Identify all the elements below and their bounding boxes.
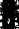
Polygon shape (3, 16, 4, 18)
Polygon shape (3, 15, 4, 18)
Polygon shape (8, 9, 9, 11)
Polygon shape (11, 13, 12, 16)
Polygon shape (10, 10, 11, 12)
Polygon shape (5, 12, 7, 14)
Polygon shape (9, 14, 10, 15)
Polygon shape (4, 23, 5, 27)
Polygon shape (11, 9, 12, 12)
Text: 126: 126 (14, 0, 19, 12)
Polygon shape (9, 0, 10, 1)
Polygon shape (11, 3, 12, 6)
Polygon shape (6, 0, 8, 1)
Text: 136: 136 (14, 0, 19, 12)
Polygon shape (9, 0, 10, 1)
Polygon shape (13, 20, 14, 22)
Polygon shape (5, 13, 6, 16)
Polygon shape (11, 10, 12, 11)
Polygon shape (13, 20, 14, 22)
Polygon shape (3, 20, 4, 22)
Polygon shape (11, 27, 12, 29)
Polygon shape (9, 13, 10, 16)
Polygon shape (5, 1, 6, 2)
Polygon shape (4, 12, 5, 14)
Text: A: A (10, 0, 19, 15)
Text: Fig. 1: Fig. 1 (14, 0, 19, 13)
Text: A: A (7, 11, 19, 29)
Polygon shape (12, 16, 13, 18)
Polygon shape (5, 0, 7, 3)
Polygon shape (6, 10, 7, 12)
Polygon shape (6, 10, 7, 12)
Ellipse shape (4, 0, 13, 18)
Polygon shape (10, 0, 11, 3)
Polygon shape (4, 7, 5, 8)
Polygon shape (11, 28, 12, 29)
Text: 6: 6 (1, 0, 14, 15)
Polygon shape (4, 28, 5, 29)
Polygon shape (3, 25, 4, 26)
Polygon shape (5, 3, 6, 6)
Polygon shape (12, 15, 13, 18)
Polygon shape (9, 10, 11, 12)
Polygon shape (8, 11, 9, 12)
Ellipse shape (6, 3, 10, 12)
Polygon shape (3, 24, 4, 27)
Polygon shape (6, 13, 8, 16)
Polygon shape (4, 6, 5, 8)
Polygon shape (9, 11, 11, 13)
Polygon shape (12, 16, 13, 19)
Text: 226: 226 (14, 7, 19, 27)
Polygon shape (3, 24, 4, 27)
Text: 236: 236 (13, 6, 19, 26)
Polygon shape (5, 9, 6, 12)
Text: Fig. 2: Fig. 2 (14, 4, 19, 27)
Polygon shape (5, 12, 6, 14)
Polygon shape (5, 13, 6, 14)
Polygon shape (11, 4, 12, 5)
Text: 116: 116 (13, 0, 19, 11)
Polygon shape (10, 12, 11, 14)
Polygon shape (12, 23, 13, 27)
Polygon shape (11, 27, 13, 29)
Polygon shape (11, 12, 13, 15)
Polygon shape (5, 27, 6, 29)
Polygon shape (8, 15, 9, 16)
Polygon shape (5, 1, 6, 3)
Text: 216: 216 (10, 6, 19, 25)
Polygon shape (8, 15, 9, 16)
Polygon shape (4, 12, 5, 13)
Polygon shape (10, 1, 11, 3)
Polygon shape (5, 4, 6, 5)
Polygon shape (10, 10, 11, 11)
Polygon shape (4, 12, 6, 15)
Polygon shape (6, 10, 7, 11)
Polygon shape (5, 10, 6, 11)
Polygon shape (3, 20, 4, 22)
Ellipse shape (4, 12, 13, 29)
Polygon shape (10, 12, 11, 14)
Polygon shape (11, 6, 12, 8)
Polygon shape (8, 9, 9, 10)
Ellipse shape (6, 15, 11, 27)
Polygon shape (4, 16, 5, 19)
Text: 6: 6 (1, 10, 14, 29)
Polygon shape (12, 24, 13, 27)
Polygon shape (4, 27, 6, 29)
Polygon shape (11, 12, 12, 14)
Polygon shape (12, 24, 13, 27)
Polygon shape (6, 11, 7, 13)
Polygon shape (3, 16, 4, 17)
